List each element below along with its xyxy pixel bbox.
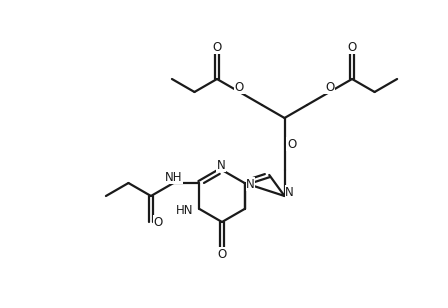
Text: NH: NH <box>165 171 182 184</box>
Text: O: O <box>348 40 357 54</box>
Text: HN: HN <box>176 204 194 217</box>
Text: O: O <box>153 216 163 229</box>
Text: O: O <box>325 80 334 94</box>
Text: O: O <box>217 248 227 261</box>
Text: N: N <box>246 177 255 191</box>
Text: N: N <box>285 185 294 198</box>
Text: O: O <box>287 137 296 151</box>
Text: N: N <box>217 159 225 172</box>
Text: O: O <box>212 40 222 54</box>
Text: O: O <box>235 80 244 94</box>
